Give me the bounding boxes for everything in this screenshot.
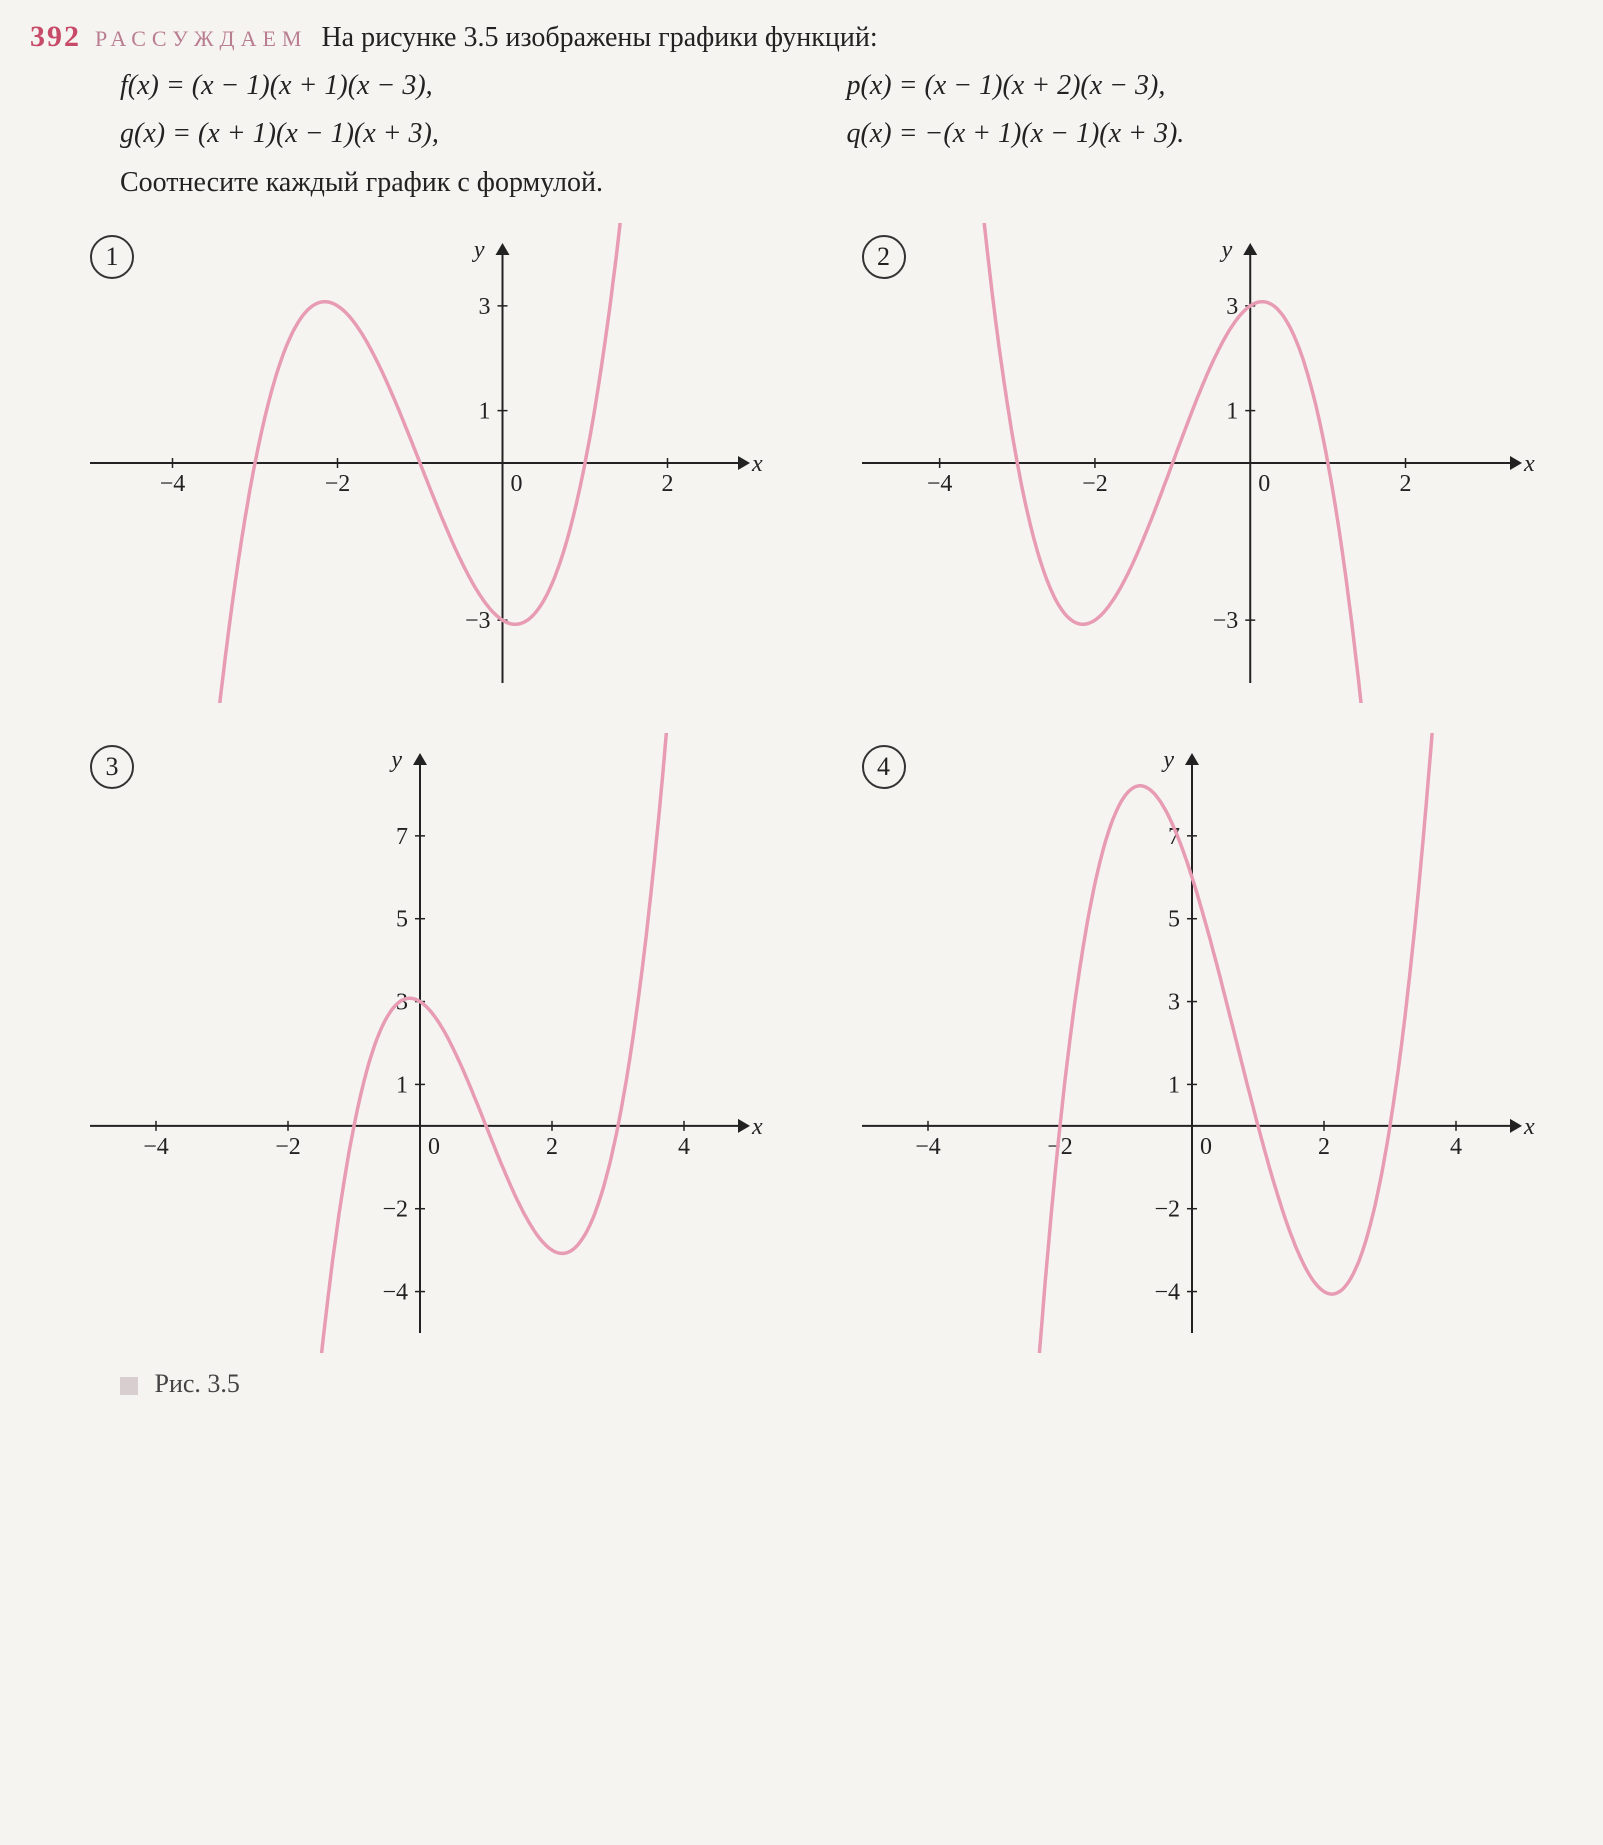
svg-text:2: 2: [546, 1134, 558, 1160]
chart-cell-4: 4 xy−4−2024−4−21357: [842, 733, 1574, 1353]
chart-cell-1: 1 x y −4 −2 0 2 −3 1 3: [70, 223, 802, 703]
svg-text:4: 4: [1450, 1134, 1462, 1160]
svg-text:5: 5: [396, 907, 408, 933]
svg-text:−4: −4: [915, 1134, 941, 1160]
svg-text:2: 2: [1318, 1134, 1330, 1160]
chart-cell-3: 3 x y −4 −2 0 2 4 −4 −2 1 3 5 7: [70, 733, 802, 1353]
svg-text:3: 3: [1226, 294, 1238, 320]
equation-q: q(x) = −(x + 1)(x − 1)(x + 3).: [847, 110, 1574, 158]
equations-block: f(x) = (x − 1)(x + 1)(x − 3), p(x) = (x …: [120, 62, 1573, 157]
svg-text:5: 5: [1168, 907, 1180, 933]
chart-cell-2: 2 x y −4 −2 0 2 −3 1 3: [842, 223, 1574, 703]
figure-label: Рис. 3.5: [120, 1369, 1573, 1399]
svg-text:−4: −4: [160, 471, 186, 497]
chart-badge-1: 1: [90, 235, 134, 279]
svg-text:−3: −3: [465, 608, 491, 634]
svg-text:0: 0: [1200, 1134, 1212, 1160]
svg-text:−2: −2: [382, 1197, 408, 1223]
svg-text:7: 7: [396, 824, 408, 850]
figure-square-icon: [120, 1377, 138, 1395]
svg-text:−2: −2: [1154, 1197, 1180, 1223]
chart-2: x y −4 −2 0 2 −3 1 3: [842, 223, 1542, 703]
charts-grid: 1 xy−4−202−313 2 xy−4−202−313 3 xy−4−202…: [70, 223, 1573, 1353]
svg-text:1: 1: [1226, 399, 1238, 425]
svg-text:x: x: [1523, 451, 1535, 477]
chart-badge-2: 2: [862, 235, 906, 279]
svg-text:y: y: [1161, 747, 1174, 773]
svg-text:2: 2: [1399, 471, 1411, 497]
svg-text:1: 1: [1168, 1073, 1180, 1099]
svg-text:0: 0: [511, 471, 523, 497]
svg-text:−2: −2: [275, 1134, 301, 1160]
svg-text:1: 1: [396, 1073, 408, 1099]
chart-4: xy−4−2024−4−21357: [842, 733, 1542, 1353]
figure-label-text: Рис. 3.5: [155, 1369, 240, 1398]
svg-text:y: y: [389, 747, 402, 773]
equation-g: g(x) = (x + 1)(x − 1)(x + 3),: [120, 110, 847, 158]
reasoning-badge: Рассуждаем: [95, 26, 307, 52]
svg-text:3: 3: [479, 294, 491, 320]
chart-3: x y −4 −2 0 2 4 −4 −2 1 3 5 7: [70, 733, 770, 1353]
chart-1: x y −4 −2 0 2 −3 1 3: [70, 223, 770, 703]
svg-text:2: 2: [662, 471, 674, 497]
instruction-text: Соотнесите каждый график с формулой.: [120, 167, 1573, 199]
svg-text:0: 0: [428, 1134, 440, 1160]
svg-text:−2: −2: [325, 471, 351, 497]
svg-text:0: 0: [1258, 471, 1270, 497]
svg-text:−4: −4: [926, 471, 952, 497]
svg-text:x: x: [1523, 1114, 1535, 1140]
svg-text:x: x: [751, 1114, 763, 1140]
chart-badge-3: 3: [90, 745, 134, 789]
equation-f: f(x) = (x − 1)(x + 1)(x − 3),: [120, 62, 847, 110]
svg-text:−3: −3: [1212, 608, 1238, 634]
svg-text:−2: −2: [1082, 471, 1108, 497]
intro-text: На рисунке 3.5 изображены графики функци…: [321, 22, 877, 54]
svg-text:x: x: [751, 451, 763, 477]
svg-text:4: 4: [678, 1134, 690, 1160]
svg-text:−4: −4: [382, 1280, 408, 1306]
svg-text:y: y: [1219, 237, 1232, 263]
chart-badge-4: 4: [862, 745, 906, 789]
svg-text:−4: −4: [1154, 1280, 1180, 1306]
svg-text:y: y: [472, 237, 485, 263]
svg-text:−4: −4: [143, 1134, 169, 1160]
svg-text:1: 1: [479, 399, 491, 425]
problem-number: 392: [30, 20, 81, 54]
svg-text:3: 3: [1168, 990, 1180, 1016]
equation-p: p(x) = (x − 1)(x + 2)(x − 3),: [847, 62, 1574, 110]
